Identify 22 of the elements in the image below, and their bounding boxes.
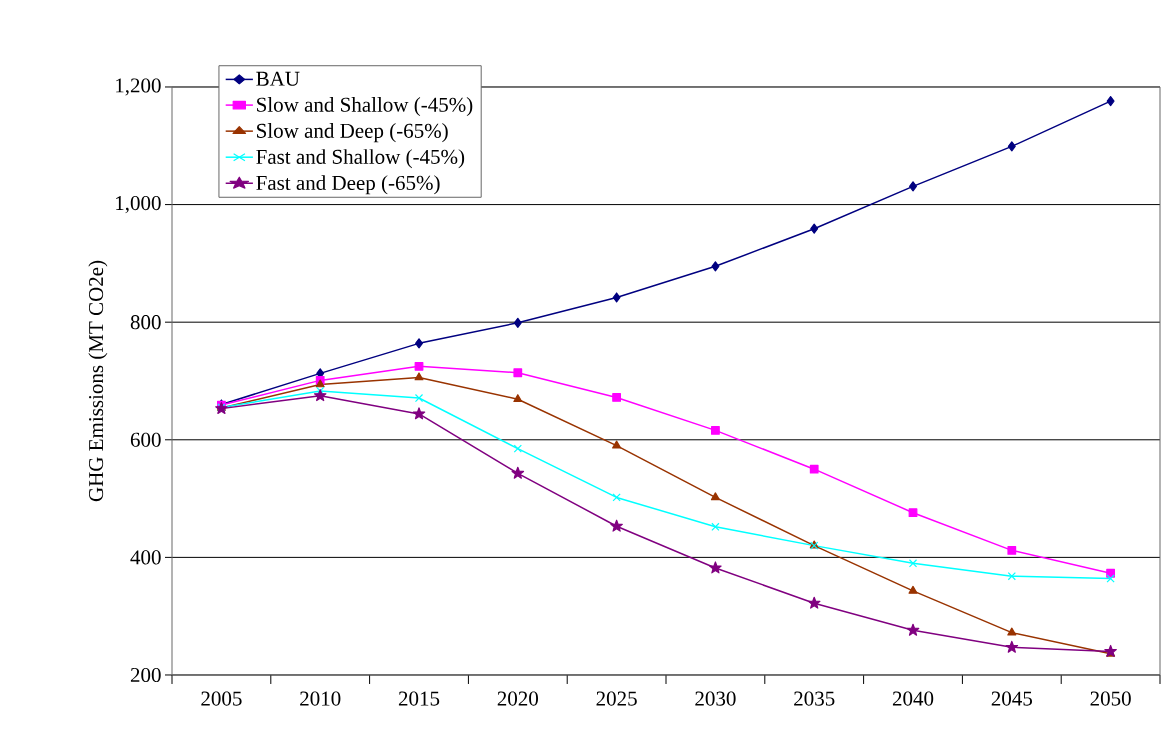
y-tick-label: 400 [130,550,161,565]
legend-label: Fast and Shallow (-45%) [256,149,465,169]
y-tick-label: 1,000 [116,195,161,214]
x-tick-label: 2045 [991,691,1032,706]
x-tick-label: 2035 [794,691,835,706]
y-tick-label: 800 [130,315,161,330]
legend-label: Fast and Deep (-65%) [256,175,440,195]
x-tick-label: 2015 [398,691,440,706]
x-tick-label: 2010 [300,691,341,706]
x-tick-label: 2050 [1090,691,1131,706]
x-tick-label: 2040 [892,691,934,706]
x-tick-label: 2005 [201,691,242,706]
y-axis-title: GHG Emissions (MT CO2e) [88,260,108,502]
y-tick-label: 600 [130,432,161,447]
y-tick-label: 200 [130,667,161,683]
x-tick-label: 2025 [596,691,637,706]
legend-label: Slow and Deep (-65%) [257,123,448,143]
legend-label: BAU [256,71,300,86]
x-tick-label: 2030 [695,691,736,706]
legend-label: Slow and Shallow (-45%) [257,97,473,117]
x-tick-label: 2020 [497,691,539,706]
y-tick-label: 1,200 [116,78,161,96]
